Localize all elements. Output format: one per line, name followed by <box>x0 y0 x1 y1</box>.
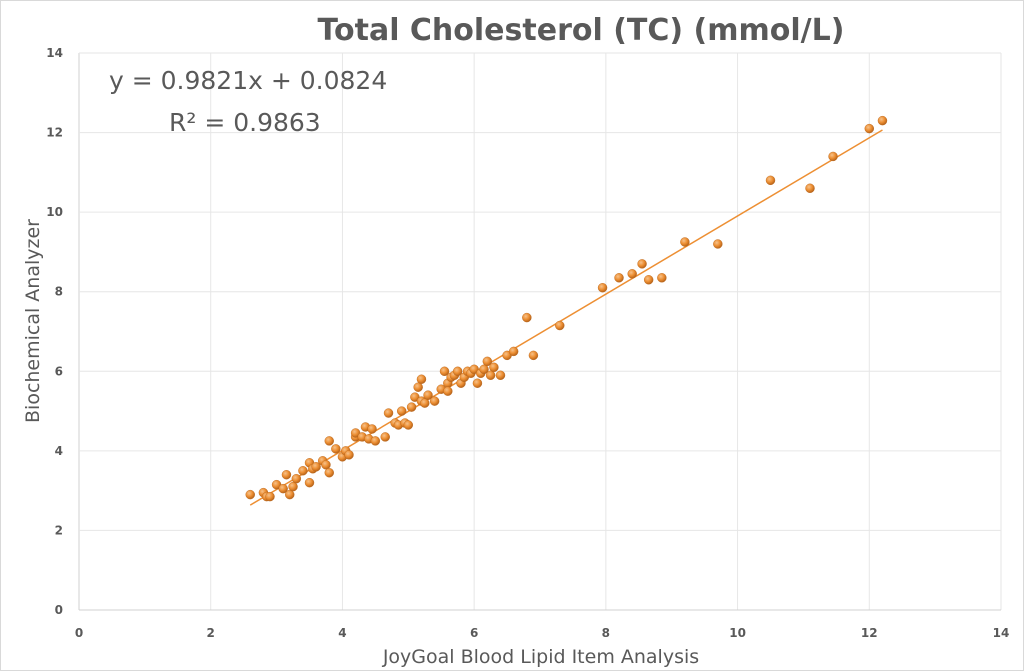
data-point <box>508 346 519 357</box>
data-point <box>637 259 647 269</box>
data-point <box>555 320 565 331</box>
y-tick-label: 10 <box>46 205 63 219</box>
trendline <box>249 129 883 506</box>
data-point <box>597 283 608 293</box>
data-point <box>285 489 295 500</box>
x-tick-label: 6 <box>470 626 478 640</box>
data-point <box>680 237 690 247</box>
y-tick-label: 8 <box>55 285 63 299</box>
data-point <box>406 402 417 412</box>
data-point <box>403 420 413 430</box>
x-tick-label: 8 <box>602 626 610 640</box>
data-point <box>643 275 654 285</box>
data-point <box>429 396 440 406</box>
data-point <box>380 432 390 442</box>
data-point <box>291 474 302 484</box>
trendline-r-squared: R² = 0.9863 <box>169 108 321 137</box>
data-point <box>877 115 888 126</box>
x-tick-label: 12 <box>861 626 878 640</box>
data-point <box>713 239 723 249</box>
trendline-group <box>249 129 883 506</box>
data-point <box>420 398 430 408</box>
data-point <box>344 450 354 460</box>
data-point <box>479 364 489 374</box>
data-point <box>495 370 506 380</box>
x-tick-label: 2 <box>207 626 215 640</box>
data-point <box>304 477 315 488</box>
data-point <box>383 408 394 418</box>
data-point <box>443 386 453 396</box>
data-point <box>765 175 776 186</box>
data-point <box>614 273 624 283</box>
data-point <box>278 483 288 494</box>
data-point <box>482 356 493 367</box>
data-point <box>864 123 874 134</box>
data-point <box>528 350 539 361</box>
data-point <box>370 436 381 446</box>
data-point <box>397 406 407 416</box>
x-tick-label: 4 <box>338 626 346 640</box>
data-point <box>265 491 275 502</box>
x-axis-title: JoyGoal Blood Lipid Item Analysis <box>382 646 699 668</box>
y-tick-label: 14 <box>46 46 63 60</box>
data-point <box>452 366 463 376</box>
chart-title: Total Cholesterol (TC) (mmol/L) <box>318 13 845 48</box>
y-tick-label: 6 <box>55 364 63 378</box>
y-tick-label: 0 <box>55 603 63 617</box>
y-axis-title: Biochemical Analyzer <box>22 219 44 423</box>
data-point <box>472 378 483 388</box>
data-point <box>288 481 298 492</box>
data-point <box>657 273 667 283</box>
data-point <box>828 151 838 162</box>
tick-labels: 0 2 4 6 8 10 12 14 0 2 4 6 8 10 12 14 <box>46 46 1009 640</box>
data-point <box>805 183 815 193</box>
data-points <box>245 115 888 502</box>
data-point <box>331 444 341 454</box>
data-point <box>324 436 334 446</box>
data-point <box>489 362 499 373</box>
gridlines <box>78 52 1002 611</box>
x-tick-label: 0 <box>75 626 83 640</box>
data-point <box>423 390 433 400</box>
data-point <box>298 466 308 476</box>
x-tick-label: 14 <box>993 626 1010 640</box>
data-point <box>281 470 292 480</box>
y-tick-label: 4 <box>55 444 63 458</box>
data-point <box>627 269 637 279</box>
data-point <box>439 366 450 376</box>
y-tick-label: 12 <box>46 126 63 140</box>
y-tick-label: 2 <box>55 523 63 537</box>
data-point <box>485 370 496 380</box>
data-point <box>367 424 377 434</box>
data-point <box>522 312 532 323</box>
trendline-equation: y = 0.9821x + 0.0824 <box>109 66 387 95</box>
data-point <box>413 382 423 392</box>
data-point <box>311 462 321 472</box>
data-point <box>245 489 255 500</box>
x-tick-label: 10 <box>729 626 746 640</box>
data-point <box>416 374 427 384</box>
data-point <box>324 468 334 478</box>
data-point <box>321 460 331 470</box>
